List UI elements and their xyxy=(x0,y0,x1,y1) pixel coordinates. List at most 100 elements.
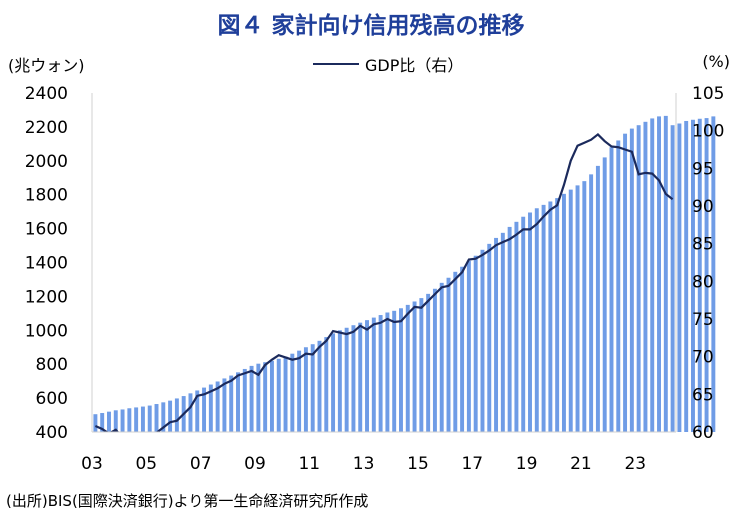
bar xyxy=(93,414,98,432)
bar xyxy=(371,317,376,432)
bar xyxy=(466,260,471,432)
bar xyxy=(337,330,342,432)
bar xyxy=(127,408,132,432)
bar xyxy=(249,365,254,432)
bar xyxy=(120,409,125,432)
left-axis-unit: (兆ウォン) xyxy=(8,56,85,75)
legend: GDP比（右） xyxy=(313,52,463,76)
legend-label: GDP比（右） xyxy=(365,56,464,75)
bar xyxy=(494,237,499,432)
bar xyxy=(324,337,329,432)
bar xyxy=(229,375,234,432)
bar xyxy=(297,350,302,432)
y-right-tick-label: 100 xyxy=(692,122,724,142)
bar xyxy=(147,405,152,432)
y-left-tick-label: 1200 xyxy=(25,287,68,307)
bar xyxy=(174,398,179,432)
bar xyxy=(657,116,661,432)
bar xyxy=(555,198,560,432)
y-right-tick-label: 75 xyxy=(692,310,714,330)
legend-line-swatch xyxy=(313,63,359,65)
y-right-tick-label: 80 xyxy=(692,272,714,292)
bar xyxy=(161,402,166,432)
bar xyxy=(236,372,240,432)
bar xyxy=(446,277,451,432)
bar xyxy=(134,407,139,432)
y-right-tick-label: 95 xyxy=(692,159,714,179)
bar xyxy=(215,381,220,432)
bar xyxy=(561,193,566,432)
bar xyxy=(473,255,478,432)
y-left-tick-label: 1000 xyxy=(25,321,68,341)
bar xyxy=(154,404,159,432)
bar xyxy=(439,282,444,432)
bar xyxy=(344,327,349,432)
bar xyxy=(453,271,458,432)
bar xyxy=(691,119,695,432)
bar xyxy=(392,310,397,432)
x-tick-label: 15 xyxy=(407,454,429,474)
bar xyxy=(514,221,519,432)
bar xyxy=(195,390,200,432)
bar xyxy=(548,201,553,432)
bar xyxy=(521,216,526,432)
bar xyxy=(487,243,492,432)
x-tick-label: 13 xyxy=(353,454,375,474)
bar xyxy=(283,356,288,432)
bar xyxy=(528,212,532,432)
x-tick-label: 19 xyxy=(516,454,538,474)
bar xyxy=(385,312,390,432)
bar xyxy=(677,123,682,432)
bar xyxy=(263,362,268,432)
x-tick-label: 21 xyxy=(570,454,592,474)
bar xyxy=(290,353,295,432)
bar xyxy=(113,410,118,432)
bar xyxy=(636,125,641,432)
bar xyxy=(643,121,648,432)
bar xyxy=(378,315,383,432)
bar xyxy=(399,308,403,432)
bar xyxy=(107,411,111,432)
bar xyxy=(697,118,702,432)
bar xyxy=(595,165,600,432)
y-right-tick-label: 70 xyxy=(692,348,714,368)
y-left-tick-label: 1800 xyxy=(25,186,68,206)
bar xyxy=(256,363,261,432)
bar xyxy=(670,125,675,432)
x-tick-label: 17 xyxy=(461,454,483,474)
chart-title: 図４ 家計向け信用残高の推移 xyxy=(217,13,525,39)
bar xyxy=(426,293,431,432)
x-tick-label: 05 xyxy=(135,454,157,474)
bar xyxy=(500,232,505,432)
y-left-tick-label: 400 xyxy=(36,423,68,443)
bar xyxy=(684,120,689,432)
bar xyxy=(310,344,315,432)
bar xyxy=(276,358,281,432)
y-left-tick-label: 600 xyxy=(36,389,68,409)
bar xyxy=(432,288,437,432)
bar xyxy=(365,320,369,432)
bar xyxy=(589,174,594,433)
y-left-tick-label: 800 xyxy=(36,355,68,375)
x-tick-label: 23 xyxy=(624,454,646,474)
bar xyxy=(242,368,247,432)
bar xyxy=(100,413,105,432)
source-note: (出所)BIS(国際決済銀行)より第一生命経済研究所作成 xyxy=(6,492,369,510)
line-series xyxy=(94,132,674,432)
gdp-ratio-line xyxy=(94,132,674,432)
y-left-tick-label: 2000 xyxy=(25,152,68,172)
y-right-tick-label: 90 xyxy=(692,197,714,217)
bar xyxy=(222,378,227,432)
axes: 400 600 800 1000 1200 1400 1600 1800 2000 2200 240… xyxy=(25,84,725,474)
bar xyxy=(623,133,628,432)
bar xyxy=(405,304,410,433)
bar xyxy=(711,116,716,432)
bar xyxy=(168,400,173,432)
bar xyxy=(704,118,709,432)
x-tick-label: 09 xyxy=(244,454,266,474)
x-tick-label: 11 xyxy=(298,454,320,474)
bar xyxy=(541,204,546,432)
right-axis-unit: (%) xyxy=(702,52,730,71)
bar xyxy=(202,387,207,432)
